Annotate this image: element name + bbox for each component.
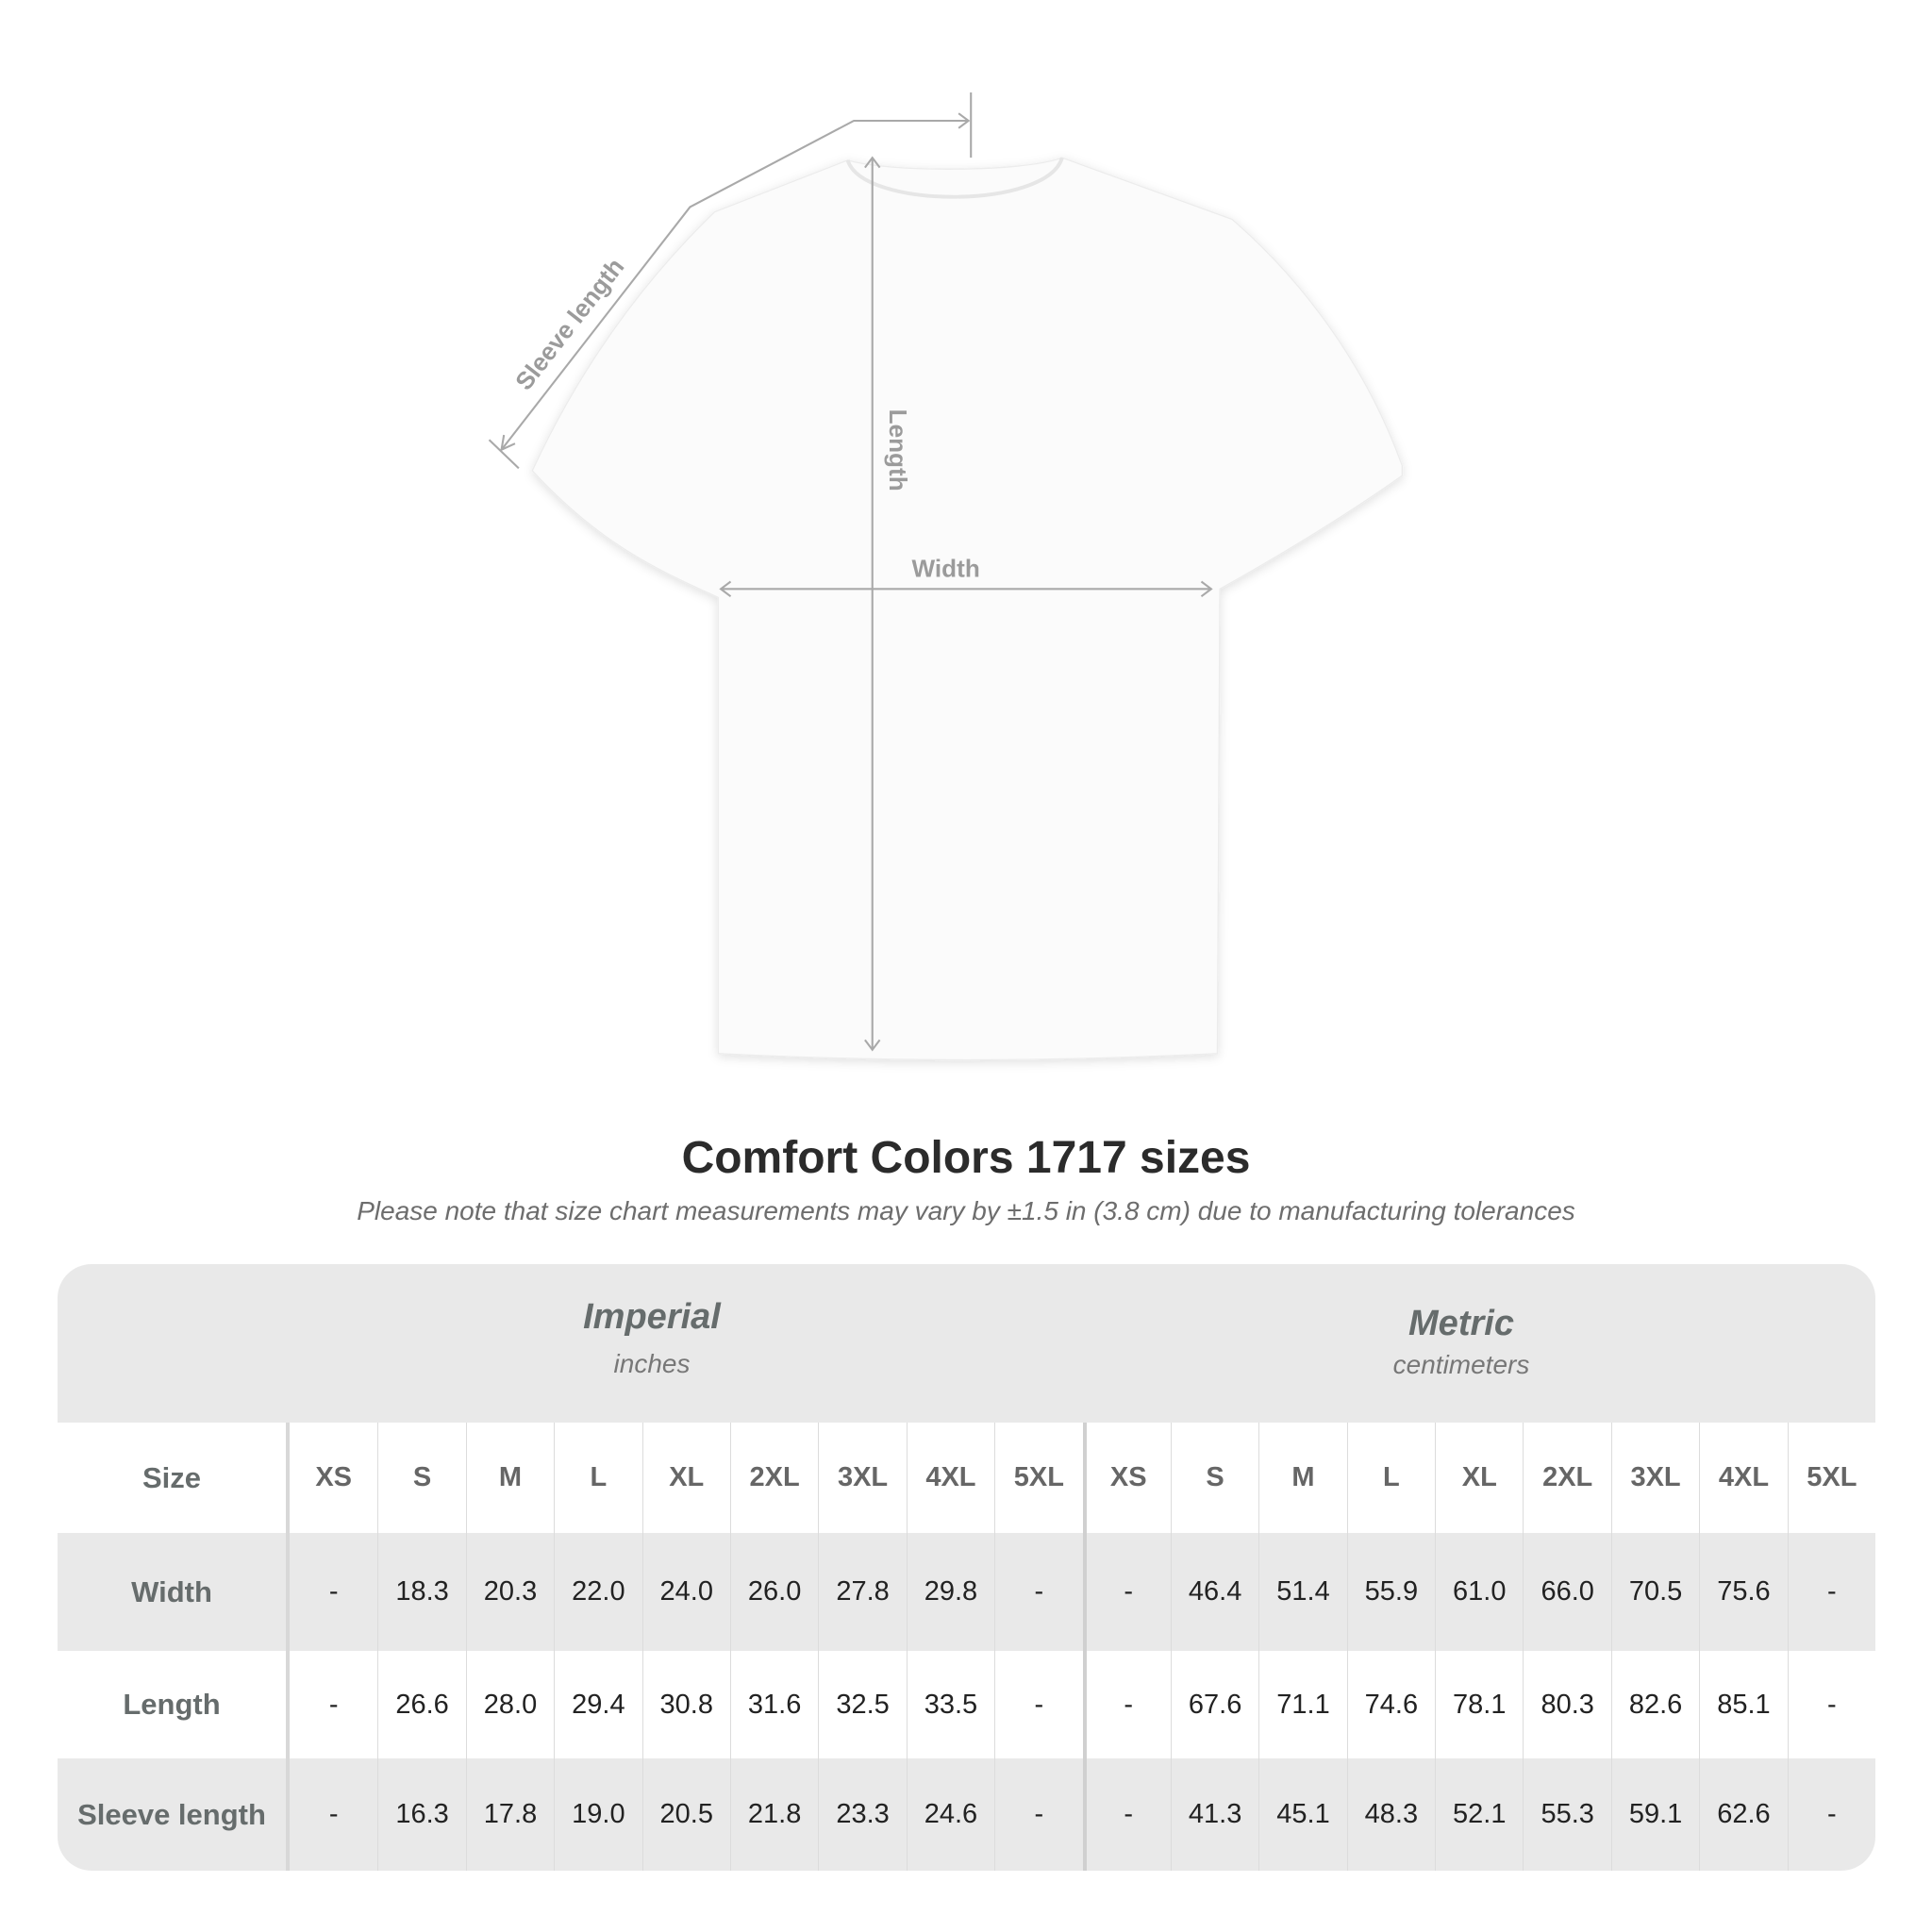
metric-value-cell: 46.4 bbox=[1170, 1533, 1258, 1651]
metric-value-cell: 59.1 bbox=[1610, 1758, 1699, 1871]
size-header-cell: 4XL bbox=[906, 1423, 994, 1533]
table-row: Width -18.3 20.3 22.0 24.0 26.0 27.8 29.8- -46.4… bbox=[58, 1533, 1875, 1651]
imperial-value-cell: 26.6 bbox=[377, 1651, 465, 1758]
metric-value-cell: - bbox=[1787, 1651, 1875, 1758]
metric-value-cell: 74.6 bbox=[1346, 1651, 1435, 1758]
imperial-value-cell: 24.6 bbox=[906, 1758, 994, 1871]
imperial-value-cell: - bbox=[994, 1533, 1082, 1651]
size-header-cell: XS bbox=[315, 1462, 353, 1492]
size-header-cell: S bbox=[377, 1423, 465, 1533]
metric-header: Metric centimeters bbox=[1263, 1264, 1659, 1423]
imperial-value-cell: 21.8 bbox=[729, 1758, 818, 1871]
imperial-value-cell: - bbox=[328, 1576, 339, 1607]
table-row: Length -26.6 28.0 29.4 30.8 31.6 32.5 33.5- -67.… bbox=[58, 1651, 1875, 1758]
metric-value-cell: - bbox=[1082, 1651, 1171, 1758]
metric-value-cell: 66.0 bbox=[1523, 1533, 1610, 1651]
metric-value-cell: 62.6 bbox=[1699, 1758, 1787, 1871]
metric-value-cell: 48.3 bbox=[1346, 1758, 1435, 1871]
imperial-value-cell: 27.8 bbox=[818, 1533, 906, 1651]
imperial-value-cell: 16.3 bbox=[377, 1758, 465, 1871]
size-header-cell: M bbox=[465, 1423, 554, 1533]
imperial-value-cell: 19.0 bbox=[554, 1758, 641, 1871]
metric-value-cell: 55.3 bbox=[1523, 1758, 1610, 1871]
size-header-cell: 3XL bbox=[1610, 1423, 1699, 1533]
metric-value-cell: 78.1 bbox=[1435, 1651, 1523, 1758]
imperial-value-cell: 23.3 bbox=[818, 1758, 906, 1871]
metric-value-cell: - bbox=[1082, 1533, 1171, 1651]
metric-value-cell: - bbox=[1082, 1758, 1171, 1871]
size-header-cell: L bbox=[554, 1423, 641, 1533]
imperial-value-cell: - bbox=[328, 1799, 339, 1829]
metric-value-cell: 75.6 bbox=[1699, 1533, 1787, 1651]
imperial-value-cell: 32.5 bbox=[818, 1651, 906, 1758]
length-label: Length bbox=[884, 409, 912, 491]
size-header-cell: 5XL bbox=[1787, 1423, 1875, 1533]
size-header-cell: XS bbox=[1082, 1423, 1171, 1533]
chart-title: Comfort Colors 1717 sizes bbox=[681, 1133, 1251, 1183]
metric-value-cell: 52.1 bbox=[1435, 1758, 1523, 1871]
imperial-title: Imperial bbox=[583, 1297, 721, 1337]
metric-value-cell: 67.6 bbox=[1170, 1651, 1258, 1758]
imperial-value-cell: 28.0 bbox=[465, 1651, 554, 1758]
imperial-value-cell: 24.0 bbox=[641, 1533, 730, 1651]
imperial-value-cell: 22.0 bbox=[554, 1533, 641, 1651]
size-header-cell: L bbox=[1346, 1423, 1435, 1533]
row-label: Size bbox=[58, 1423, 290, 1533]
size-header-cell: 2XL bbox=[1523, 1423, 1610, 1533]
metric-value-cell: 45.1 bbox=[1258, 1758, 1346, 1871]
imperial-value-cell: - bbox=[328, 1689, 339, 1720]
imperial-unit: inches bbox=[613, 1349, 691, 1378]
imperial-value-cell: 29.4 bbox=[554, 1651, 641, 1758]
size-header-cell: 5XL bbox=[994, 1423, 1082, 1533]
imperial-header: Imperial inches bbox=[454, 1264, 850, 1423]
metric-value-cell: 41.3 bbox=[1170, 1758, 1258, 1871]
metric-title: Metric bbox=[1408, 1304, 1514, 1343]
metric-value-cell: 82.6 bbox=[1610, 1651, 1699, 1758]
imperial-value-cell: - bbox=[994, 1651, 1082, 1758]
metric-value-cell: 70.5 bbox=[1610, 1533, 1699, 1651]
measurement-lines bbox=[488, 92, 1213, 1052]
size-header-cell: S bbox=[1170, 1423, 1258, 1533]
row-label: Length bbox=[58, 1651, 290, 1758]
imperial-value-cell: 30.8 bbox=[641, 1651, 730, 1758]
size-header-cell: XL bbox=[641, 1423, 730, 1533]
imperial-value-cell: 26.0 bbox=[729, 1533, 818, 1651]
width-label: Width bbox=[912, 554, 980, 582]
row-label: Width bbox=[58, 1533, 290, 1651]
metric-value-cell: 80.3 bbox=[1523, 1651, 1610, 1758]
imperial-value-cell: 33.5 bbox=[906, 1651, 994, 1758]
imperial-value-cell: 18.3 bbox=[377, 1533, 465, 1651]
size-header-cell: 3XL bbox=[818, 1423, 906, 1533]
tshirt-image bbox=[531, 157, 1404, 1061]
metric-value-cell: - bbox=[1787, 1533, 1875, 1651]
metric-value-cell: 61.0 bbox=[1435, 1533, 1523, 1651]
size-header-cell: M bbox=[1258, 1423, 1346, 1533]
metric-value-cell: 71.1 bbox=[1258, 1651, 1346, 1758]
metric-value-cell: - bbox=[1787, 1758, 1875, 1871]
metric-value-cell: 51.4 bbox=[1258, 1533, 1346, 1651]
size-table: Imperial inches Metric centimeters Size X… bbox=[58, 1264, 1875, 1871]
imperial-value-cell: 17.8 bbox=[465, 1758, 554, 1871]
tolerance-note: Please note that size chart measurements… bbox=[357, 1196, 1575, 1225]
row-label: Sleeve length bbox=[58, 1758, 290, 1871]
imperial-value-cell: 29.8 bbox=[906, 1533, 994, 1651]
imperial-value-cell: 20.3 bbox=[465, 1533, 554, 1651]
imperial-value-cell: 20.5 bbox=[641, 1758, 730, 1871]
size-header-cell: XL bbox=[1435, 1423, 1523, 1533]
size-header-row: Size XS S M L XL 2XL 3XL 4XL 5XL XS S M L XL 2XL 3XL 4XL 5… bbox=[58, 1423, 1875, 1533]
size-header-cell: 4XL bbox=[1699, 1423, 1787, 1533]
size-header-cell: 2XL bbox=[729, 1423, 818, 1533]
metric-unit: centimeters bbox=[1392, 1350, 1530, 1379]
metric-value-cell: 55.9 bbox=[1346, 1533, 1435, 1651]
metric-value-cell: 85.1 bbox=[1699, 1651, 1787, 1758]
table-row: Sleeve length - 16.3 17.8 19.0 20.5 21.8 23.3 24… bbox=[58, 1758, 1875, 1871]
imperial-value-cell: - bbox=[994, 1758, 1082, 1871]
imperial-value-cell: 31.6 bbox=[729, 1651, 818, 1758]
